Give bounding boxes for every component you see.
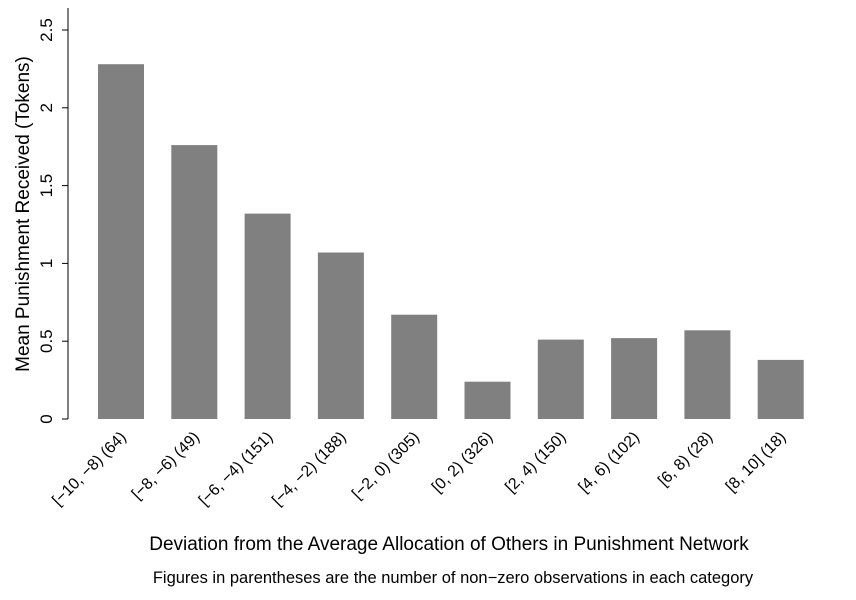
- bar-3: [317, 252, 364, 419]
- chart-note: Figures in parentheses are the number of…: [153, 569, 754, 587]
- x-tick-label-5: [0, 2) (326): [429, 429, 496, 496]
- y-tick-label-4: 2: [37, 103, 56, 112]
- x-tick-label-0: [−10, −8) (64): [49, 429, 130, 510]
- x-axis-title: Deviation from the Average Allocation of…: [149, 534, 749, 555]
- y-tick-label-0: 0: [37, 414, 56, 423]
- bar-4: [391, 314, 438, 419]
- bar-7: [611, 338, 658, 419]
- bar-9: [757, 359, 804, 419]
- y-tick-label-5: 2.5: [37, 18, 56, 42]
- bar-2: [244, 213, 291, 419]
- bars-group: [98, 64, 804, 419]
- x-tick-label-9: [8, 10] (18): [723, 429, 790, 496]
- x-tick-label-1: [−8, −6) (49): [129, 429, 203, 503]
- y-axis-title: Mean Punishment Received (Tokens): [13, 56, 34, 372]
- y-tick-label-3: 1.5: [37, 174, 56, 198]
- bar-1: [171, 145, 218, 419]
- x-axis-ticks: [−10, −8) (64) [−8, −6) (49)[−6, −4) (151…: [49, 429, 789, 510]
- y-tick-label-1: 0.5: [37, 329, 56, 353]
- x-tick-label-4: [−2, 0) (305): [349, 429, 423, 503]
- bar-6: [537, 339, 584, 419]
- x-tick-label-3: [−4, −2) (188): [269, 429, 350, 510]
- bar-5: [464, 381, 511, 419]
- bar-8: [684, 330, 731, 419]
- bar-0: [98, 64, 144, 419]
- x-tick-label-6: [2, 4) (150): [502, 429, 569, 496]
- x-tick-label-2: [−6, −4) (151): [196, 429, 277, 510]
- x-tick-label-7: [4, 6) (102): [576, 429, 643, 496]
- y-tick-label-2: 1: [37, 259, 56, 268]
- x-tick-label-8: [6, 8) (28): [655, 429, 716, 490]
- y-axis-ticks: 0 0.5 1 1.5 2 2.5: [37, 18, 68, 424]
